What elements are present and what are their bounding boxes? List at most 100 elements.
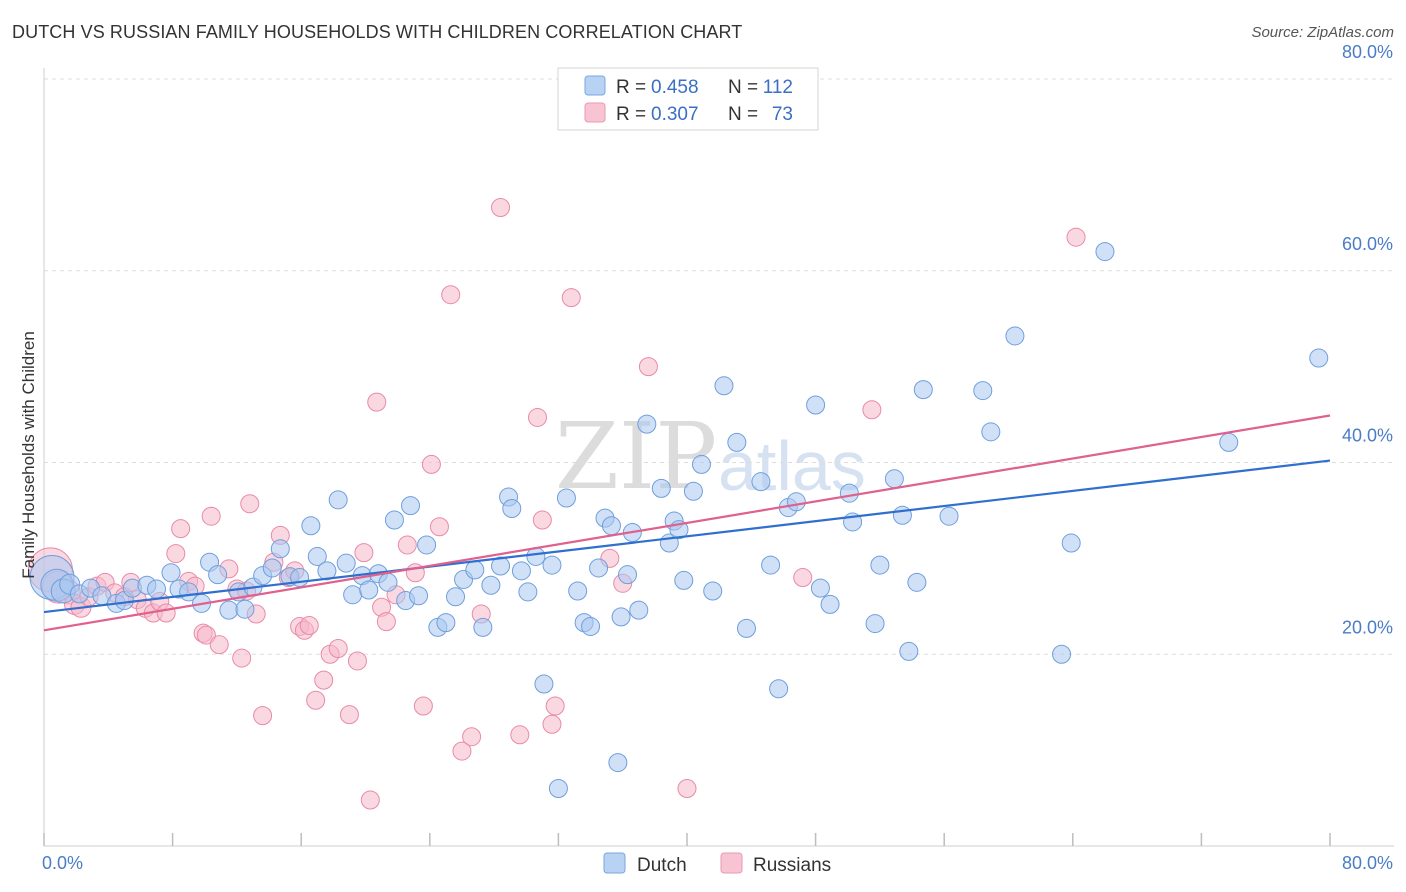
dutch-point: [359, 580, 379, 600]
legend-dutch-r-label: R =: [616, 77, 646, 98]
dutch-point: [481, 575, 501, 595]
dutch-point: [1219, 432, 1239, 452]
x-tick-label-min: 0.0%: [42, 853, 83, 873]
russians-point: [354, 543, 374, 563]
dutch-point: [786, 492, 806, 512]
dutch-point: [973, 381, 993, 401]
russians-point: [638, 357, 658, 377]
russians-point: [510, 725, 530, 745]
russians-point: [253, 706, 273, 726]
dutch-point: [384, 510, 404, 530]
y-tick-label: 40.0%: [1342, 426, 1393, 446]
russians-point: [360, 790, 380, 810]
russians-point: [528, 407, 548, 427]
dutch-point: [502, 499, 522, 519]
dutch-point: [703, 581, 723, 601]
dutch-point: [548, 778, 568, 798]
dutch-point: [542, 555, 562, 575]
russians-point: [793, 568, 813, 588]
russians-point: [429, 517, 449, 537]
dutch-point: [714, 376, 734, 396]
russians-point: [413, 696, 433, 716]
dutch-points: [29, 242, 1329, 798]
dutch-point: [262, 558, 282, 578]
russians-point: [1066, 227, 1086, 247]
dutch-point: [473, 617, 493, 637]
source-label: Source: ZipAtlas.com: [1251, 24, 1394, 41]
russians-point: [491, 197, 511, 217]
russians-point: [209, 635, 229, 655]
dutch-point: [810, 578, 830, 598]
legend-russians-n-label: N =: [728, 104, 758, 125]
dutch-point: [736, 618, 756, 638]
legend-russians-r-label: R =: [616, 104, 646, 125]
dutch-point: [409, 586, 429, 606]
russians-point: [677, 778, 697, 798]
dutch-point: [581, 616, 601, 636]
russians-point: [299, 615, 319, 635]
gridlines: [44, 78, 1394, 655]
y-tick-label: 80.0%: [1342, 42, 1393, 62]
dutch-point: [589, 558, 609, 578]
legend-russians-r-value: 0.307: [651, 104, 699, 125]
chart-title: DUTCH VS RUSSIAN FAMILY HOUSEHOLDS WITH …: [12, 22, 743, 42]
bottom-legend: Dutch Russians: [603, 852, 831, 876]
bottom-legend-dutch: Dutch: [637, 855, 687, 876]
dutch-point: [417, 535, 437, 555]
dutch-point: [235, 599, 255, 619]
legend-dutch-r-value: 0.458: [651, 77, 699, 98]
dutch-point: [219, 600, 239, 620]
legend-dutch-n-label: N =: [728, 77, 758, 98]
dutch-point: [208, 565, 228, 585]
bottom-legend-russians: Russians: [753, 855, 831, 876]
russians-point: [532, 510, 552, 530]
dutch-point: [618, 565, 638, 585]
axes: [43, 68, 1394, 847]
y-axis-title: Family Households with Children: [19, 331, 38, 579]
dutch-point: [727, 432, 747, 452]
dutch-point: [761, 555, 781, 575]
dutch-point: [683, 481, 703, 501]
legend-swatch-russians: [584, 102, 606, 123]
dutch-point: [1061, 533, 1081, 553]
dutch-trend-line: [43, 459, 1331, 614]
dutch-point: [328, 490, 348, 510]
dutch-point: [511, 561, 531, 581]
dutch-point: [534, 674, 554, 694]
russians-point: [306, 690, 326, 710]
dutch-point: [601, 516, 621, 536]
russians-point: [240, 494, 260, 514]
dutch-point: [401, 496, 421, 516]
dutch-point: [884, 469, 904, 489]
bottom-legend-swatch-dutch: [603, 852, 626, 874]
dutch-point: [899, 641, 919, 661]
bottom-legend-swatch-russians: [720, 852, 743, 874]
dutch-point: [336, 553, 356, 573]
dutch-point: [691, 454, 711, 474]
dutch-point: [446, 587, 466, 607]
dutch-point: [1095, 242, 1115, 262]
russians-point: [441, 285, 461, 305]
russians-point: [314, 670, 334, 690]
dutch-point: [1005, 326, 1025, 346]
dutch-point: [892, 505, 912, 525]
dutch-point: [518, 582, 538, 602]
russians-point: [339, 705, 359, 725]
dutch-point: [769, 679, 789, 699]
russians-point: [201, 506, 221, 526]
dutch-point: [806, 395, 826, 415]
dutch-point: [751, 472, 771, 492]
russians-point: [421, 454, 441, 474]
legend-russians-n-value: 73: [772, 104, 793, 125]
dutch-point: [674, 570, 694, 590]
dutch-point: [290, 568, 310, 588]
russians-point: [397, 535, 417, 555]
dutch-point: [436, 613, 456, 633]
russians-point: [166, 544, 186, 564]
dutch-point: [839, 483, 859, 503]
russians-point: [452, 741, 472, 761]
dutch-point: [1052, 644, 1072, 664]
dutch-point: [343, 585, 363, 605]
x-tick-label-max: 80.0%: [1342, 853, 1393, 873]
dutch-point: [270, 539, 290, 559]
